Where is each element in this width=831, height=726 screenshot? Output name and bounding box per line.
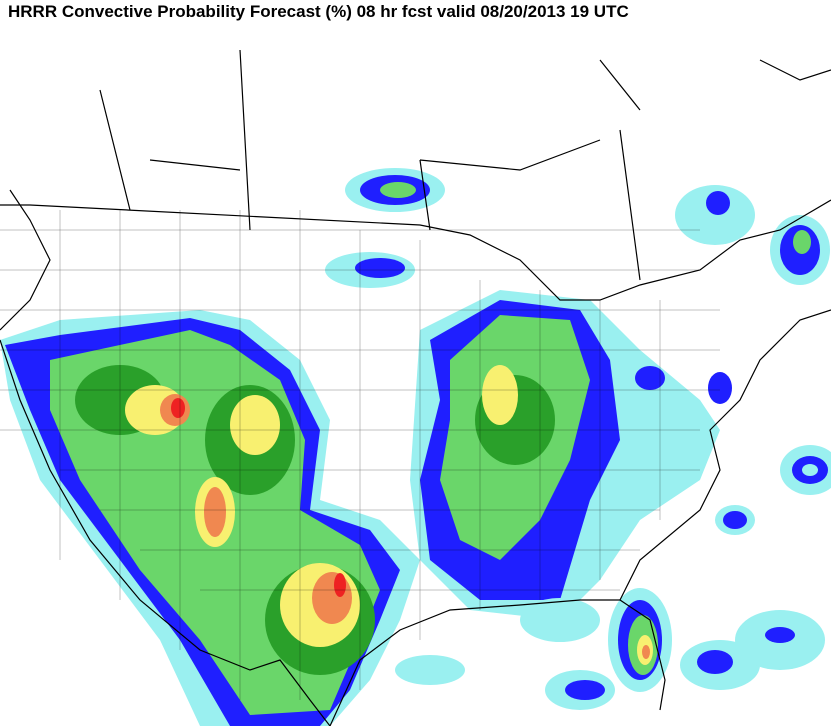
prob-area <box>230 395 280 455</box>
prob-area <box>635 366 665 390</box>
prob-area <box>708 372 732 404</box>
prob-area <box>802 464 818 476</box>
prob-area <box>171 398 185 418</box>
prob-area <box>380 182 416 198</box>
prob-area <box>765 627 795 643</box>
prob-area <box>565 680 605 700</box>
prob-area <box>793 230 811 254</box>
prob-area <box>204 487 226 537</box>
prob-area <box>642 645 650 659</box>
prob-area <box>723 511 747 529</box>
forecast-map <box>0 28 831 726</box>
prob-area <box>482 365 518 425</box>
prob-area <box>706 191 730 215</box>
prob-area <box>697 650 733 674</box>
prob-area <box>334 573 346 597</box>
county-lines <box>0 210 720 700</box>
prob-area <box>355 258 405 278</box>
boundaries <box>0 49 831 726</box>
prob-area <box>312 572 352 624</box>
prob-area <box>395 655 465 685</box>
prob-area <box>520 598 600 642</box>
map-title: HRRR Convective Probability Forecast (%)… <box>8 2 629 21</box>
